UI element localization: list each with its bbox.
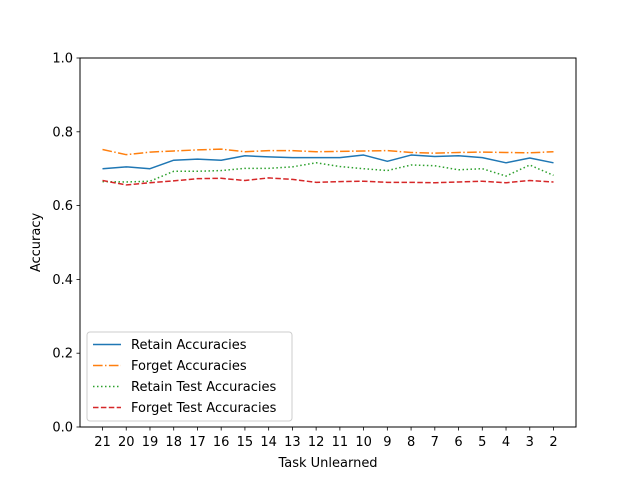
- y-tick-label: 1.0: [52, 52, 73, 67]
- x-tick-label: 5: [478, 435, 486, 450]
- y-tick-label: 0.2: [52, 347, 73, 362]
- series-line-1: [102, 154, 554, 170]
- legend-label: Forget Accuracies: [131, 359, 247, 374]
- x-tick-label: 3: [526, 435, 534, 450]
- x-tick-label: 12: [308, 435, 325, 450]
- x-tick-label: 4: [502, 435, 510, 450]
- x-tick-label: 9: [383, 435, 391, 450]
- series-line-4: [102, 177, 554, 186]
- y-axis-label: Accuracy: [29, 213, 44, 273]
- y-tick-label: 0.6: [52, 199, 73, 214]
- x-tick-label: 7: [431, 435, 439, 450]
- y-tick-label: 0.8: [52, 125, 73, 140]
- legend-label: Forget Test Accuracies: [131, 401, 277, 416]
- legend: Retain Accuracies Forget Accuracies Retain…: [86, 331, 293, 422]
- x-tick-label: 6: [454, 435, 462, 450]
- x-tick-label: 10: [355, 435, 372, 450]
- x-tick-label: 19: [142, 435, 159, 450]
- y-tick-label: 0.0: [52, 421, 73, 436]
- x-axis-label: Task Unlearned: [277, 456, 377, 471]
- x-tick-label: 2: [549, 435, 557, 450]
- x-tick-label: 15: [237, 435, 254, 450]
- x-tick-label: 21: [94, 435, 111, 450]
- plot-frame: [79, 57, 577, 428]
- x-axis: 21 20 19 18 17 16 15 14 13 12 11 10 9 8 7 6 5 4 3 2: [94, 427, 558, 450]
- x-tick-label: 13: [284, 435, 301, 450]
- legend-box: [86, 331, 293, 422]
- y-axis: 0.0 0.2 0.4 0.6 0.8 1.0: [52, 52, 80, 436]
- y-tick-label: 0.4: [52, 273, 73, 288]
- x-tick-label: 17: [189, 435, 206, 450]
- legend-label: Retain Accuracies: [131, 338, 247, 353]
- x-tick-label: 16: [213, 435, 230, 450]
- x-tick-label: 14: [260, 435, 277, 450]
- legend-label: Retain Test Accuracies: [131, 380, 276, 395]
- x-tick-label: 18: [165, 435, 182, 450]
- x-tick-label: 20: [118, 435, 135, 450]
- series-line-3: [102, 162, 554, 183]
- series-line-2: [102, 148, 554, 156]
- x-tick-label: 11: [332, 435, 349, 450]
- x-tick-label: 8: [407, 435, 415, 450]
- series-layer: [102, 148, 554, 186]
